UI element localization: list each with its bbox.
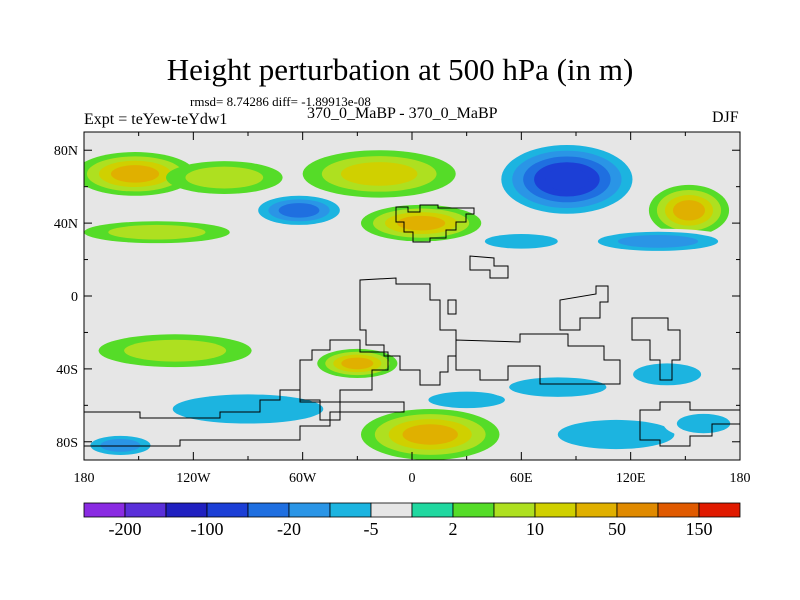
- season-label: DJF: [712, 109, 739, 126]
- colorbar-label: -100: [191, 519, 224, 539]
- chart-title: Height perturbation at 500 hPa (in m): [166, 52, 634, 87]
- island-coast: [447, 299, 457, 315]
- contour-band-4-3: [397, 215, 446, 231]
- contour-band-17-1: [557, 419, 675, 450]
- y-tick-label: 80S: [56, 436, 78, 451]
- colorbar-swatch: [329, 502, 372, 518]
- colorbar-swatch: [165, 502, 208, 518]
- x-tick-label: 60E: [510, 471, 533, 486]
- contour-band-12-1: [172, 394, 324, 424]
- contour-band-9-1: [484, 234, 558, 249]
- colorbar-swatch: [534, 502, 577, 518]
- colorbar-label: -20: [277, 519, 301, 539]
- colorbar-swatch: [83, 502, 126, 518]
- southern-landmass-coast: [455, 333, 621, 385]
- colorbar-label: 10: [526, 519, 544, 539]
- india-coast: [631, 317, 681, 381]
- colorbar-label: -200: [109, 519, 142, 539]
- contour-band-6-5: [545, 167, 589, 191]
- colorbar-swatch: [452, 502, 495, 518]
- x-tick-label: 180: [730, 471, 751, 486]
- y-tick-label: 40N: [54, 217, 78, 232]
- x-tick-label: 0: [409, 471, 416, 486]
- colorbar: -200 -100 -20 -5 2 10 50 150: [83, 502, 741, 539]
- arabia-coast: [559, 285, 609, 331]
- contour-band-19-1: [676, 413, 731, 434]
- colorbar-label: 150: [686, 519, 713, 539]
- contour-band-7-3: [672, 200, 706, 221]
- colorbar-swatch: [616, 502, 659, 518]
- contour-band-0-3: [110, 165, 160, 183]
- x-tick-label: 180: [74, 471, 95, 486]
- contour-band-18-1: [633, 363, 702, 386]
- coastline-outline: [84, 204, 740, 447]
- contour-band-8-2: [617, 234, 699, 248]
- contour-band-16-1: [509, 377, 607, 397]
- period-label: 370_0_MaBP - 370_0_MaBP: [307, 105, 498, 122]
- colorbar-label: -5: [364, 519, 379, 539]
- antarctic-west-coast: [84, 389, 405, 447]
- africa-coast: [359, 277, 457, 386]
- colorbar-label: 2: [449, 519, 458, 539]
- colorbar-swatch: [288, 502, 331, 518]
- contour-band-2-2: [340, 162, 418, 186]
- colorbar-swatch: [206, 502, 249, 518]
- contour-band-1-1: [185, 166, 264, 189]
- chart-subtitle: rmsd= 8.74286 diff= -1.89913e-08: [190, 94, 371, 109]
- y-tick-label: 0: [71, 290, 78, 305]
- contour-band-3-3: [278, 203, 320, 218]
- experiment-label: Expt = teYew-teYdw1: [84, 111, 228, 128]
- colorbar-swatch: [698, 502, 741, 518]
- middle-east-coast: [469, 255, 509, 279]
- colorbar-swatch: [370, 502, 413, 518]
- contour-field: [84, 132, 740, 460]
- south-america-coast: [299, 339, 389, 421]
- x-tick-label: 60W: [289, 471, 317, 486]
- contour-band-13-2: [441, 394, 493, 406]
- x-tick-label: 120W: [176, 471, 211, 486]
- contour-band-5-1: [108, 224, 206, 240]
- y-tick-label: 80N: [54, 144, 78, 159]
- y-axis: 80N 40N 0 40S 80S: [54, 144, 740, 451]
- x-axis: 180 120W 60W 0 60E 120E 180: [74, 132, 751, 486]
- colorbar-swatch: [247, 502, 290, 518]
- colorbar-swatch: [493, 502, 536, 518]
- antarctic-east-coast: [639, 401, 740, 447]
- colorbar-swatch: [411, 502, 454, 518]
- contour-band-10-1: [124, 339, 227, 362]
- europe-coast: [395, 204, 475, 243]
- colorbar-swatch: [575, 502, 618, 518]
- x-tick-label: 120E: [616, 471, 646, 486]
- contour-band-11-3: [341, 357, 374, 370]
- colorbar-label: 50: [608, 519, 626, 539]
- contour-band-14-3: [402, 424, 458, 445]
- colorbar-swatch: [124, 502, 167, 518]
- y-tick-label: 40S: [56, 363, 78, 378]
- colorbar-swatch: [657, 502, 700, 518]
- contour-band-15-2: [100, 439, 141, 452]
